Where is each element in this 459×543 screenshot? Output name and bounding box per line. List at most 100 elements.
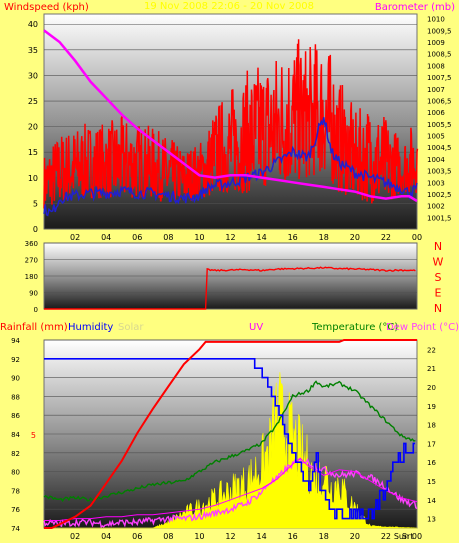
- barometer-tick-label: 1007,5: [427, 74, 452, 82]
- windspeed-tick-label: 5: [33, 199, 38, 208]
- direction-y-ticks: 0 90 180 270 360: [25, 240, 38, 314]
- temp-x-tick-label: 10: [194, 532, 204, 541]
- wind-x-tick-label: 20: [350, 233, 360, 242]
- uv-series-line: [44, 457, 418, 521]
- wind-x-tick-label: 18: [319, 233, 329, 242]
- barometer-tick-label: 1007: [427, 86, 445, 94]
- wind-x-tick-label: 04: [101, 233, 111, 242]
- humidity-tick-label: 82: [11, 450, 20, 458]
- barometer-tick-label: 1004: [427, 156, 445, 164]
- temp-x-tick-label: Srt: [402, 532, 414, 541]
- windspeed-tick-label: 30: [28, 71, 38, 80]
- temp-x-tick-label: 18: [319, 532, 329, 541]
- legend-dewpoint: Dew Point (°C): [386, 322, 459, 333]
- barometer-tick-label: 1009,5: [427, 27, 452, 35]
- rainfall-series-line: [44, 339, 417, 529]
- barometer-axis-title: Barometer (mb): [375, 2, 455, 13]
- humidity-tick-label: 90: [11, 375, 20, 383]
- temp-x-tick-label: 02: [70, 532, 80, 541]
- direction-series-line: [44, 266, 416, 310]
- temperature-tick-label: 17: [427, 440, 436, 448]
- wind-x-tick-label: 14: [256, 233, 266, 242]
- wind-x-tick-label: 12: [225, 233, 235, 242]
- compass-label: W: [433, 256, 444, 269]
- windspeed-series-line: [43, 39, 419, 209]
- temperature-tick-label: 21: [427, 365, 436, 373]
- direction-tick-label: 180: [25, 273, 38, 281]
- chart-title: 19 Nov 2008 22:06 - 20 Nov 2008: [144, 1, 314, 12]
- barometer-tick-label: 1009: [427, 39, 445, 47]
- barometer-tick-label: 1006,5: [427, 97, 452, 105]
- legend-temperature: Temperature (°C): [311, 322, 398, 333]
- direction-tick-label: 90: [29, 290, 38, 298]
- wind-x-tick-label: 08: [163, 233, 173, 242]
- windspeed-tick-label: 10: [28, 174, 38, 183]
- barometer-tick-label: 1003,5: [427, 168, 452, 176]
- temp-x-tick-label: 06: [132, 532, 142, 541]
- humidity-tick-label: 74: [11, 525, 20, 533]
- direction-tick-label: 0: [34, 306, 38, 314]
- barometer-tick-label: 1005: [427, 133, 445, 141]
- temperature-tick-label: 14: [427, 497, 436, 505]
- temperature-tick-label: 15: [427, 478, 436, 486]
- barometer-y-ticks: 1001,5 1002 1002,5 1003 1003,5 1004 1004,5 1005…: [427, 16, 452, 223]
- barometer-tick-label: 1006: [427, 109, 445, 117]
- windspeed-tick-label: 20: [28, 123, 38, 132]
- windspeed-tick-label: 15: [28, 148, 38, 157]
- humidity-tick-label: 92: [11, 356, 20, 364]
- dewpoint-series-line: [43, 457, 418, 529]
- wind-x-tick-label: 02: [70, 233, 80, 242]
- barometer-tick-label: 1008,5: [427, 51, 452, 59]
- windspeed-average-line: [43, 117, 418, 217]
- humidity-tick-label: 78: [11, 487, 20, 495]
- barometer-tick-label: 1002: [427, 203, 445, 211]
- humidity-tick-label: 86: [11, 412, 20, 420]
- windspeed-axis-title: Windspeed (kph): [4, 2, 89, 13]
- windspeed-tick-label: 0: [33, 225, 38, 234]
- temperature-tick-label: 18: [427, 422, 436, 430]
- humidity-series-line: [44, 358, 416, 520]
- temp-x-tick-label: 04: [101, 532, 111, 541]
- windspeed-tick-label: 25: [28, 97, 38, 106]
- wind-x-tick-label: 16: [288, 233, 298, 242]
- wind-x-tick-label: 10: [194, 233, 204, 242]
- compass-label: E: [435, 287, 442, 300]
- temperature-tick-label: 13: [427, 516, 436, 524]
- temp-x-tick-label: 16: [288, 532, 298, 541]
- wind-x-tick-label: 22: [381, 233, 391, 242]
- wind-x-tick-label: 06: [132, 233, 142, 242]
- temperature-tick-label: 16: [427, 459, 436, 467]
- barometer-tick-label: 1001,5: [427, 214, 452, 222]
- temperature-tick-label: 20: [427, 384, 436, 392]
- direction-tick-label: 270: [25, 257, 38, 265]
- legend-uv: UV: [249, 322, 263, 333]
- temp-x-tick-label: 14: [256, 532, 266, 541]
- humidity-tick-label: 88: [11, 393, 20, 401]
- windspeed-y-ticks: 0 5 10 15 20 25 30 35 40: [28, 20, 38, 234]
- barometer-tick-label: 1003: [427, 179, 445, 187]
- solar-series-area: [44, 372, 417, 529]
- direction-series: [44, 266, 416, 310]
- barometer-tick-label: 1002,5: [427, 191, 452, 199]
- wind-series: [43, 29, 419, 217]
- compass-label: S: [435, 271, 442, 284]
- temperature-tick-label: 22: [427, 346, 436, 354]
- humidity-y-ticks: 74 76 78 80 82 84 86 88 90 92 94: [11, 337, 20, 533]
- rainfall-tick-label: 5: [31, 431, 36, 440]
- wind-plot-area: [43, 13, 418, 230]
- legend-solar: Solar: [118, 322, 144, 333]
- humidity-tick-label: 94: [11, 337, 20, 345]
- rainfall-y-ticks: 5: [31, 431, 36, 440]
- barometer-tick-label: 1010: [427, 16, 445, 24]
- windspeed-tick-label: 35: [28, 46, 38, 55]
- compass-label: N: [434, 240, 442, 253]
- temp-x-tick-label: 22: [381, 532, 391, 541]
- temp-x-tick-label: 08: [163, 532, 173, 541]
- compass-label: N: [434, 302, 442, 315]
- wind-x-ticks: 02 04 06 08 10 12 14 16 18 20 22 00: [70, 233, 422, 242]
- temperature-y-ticks: 13 14 15 16 17 18 19 20 21 22: [427, 346, 436, 523]
- temp-x-tick-label: 00: [412, 532, 422, 541]
- barometer-tick-label: 1005,5: [427, 121, 452, 129]
